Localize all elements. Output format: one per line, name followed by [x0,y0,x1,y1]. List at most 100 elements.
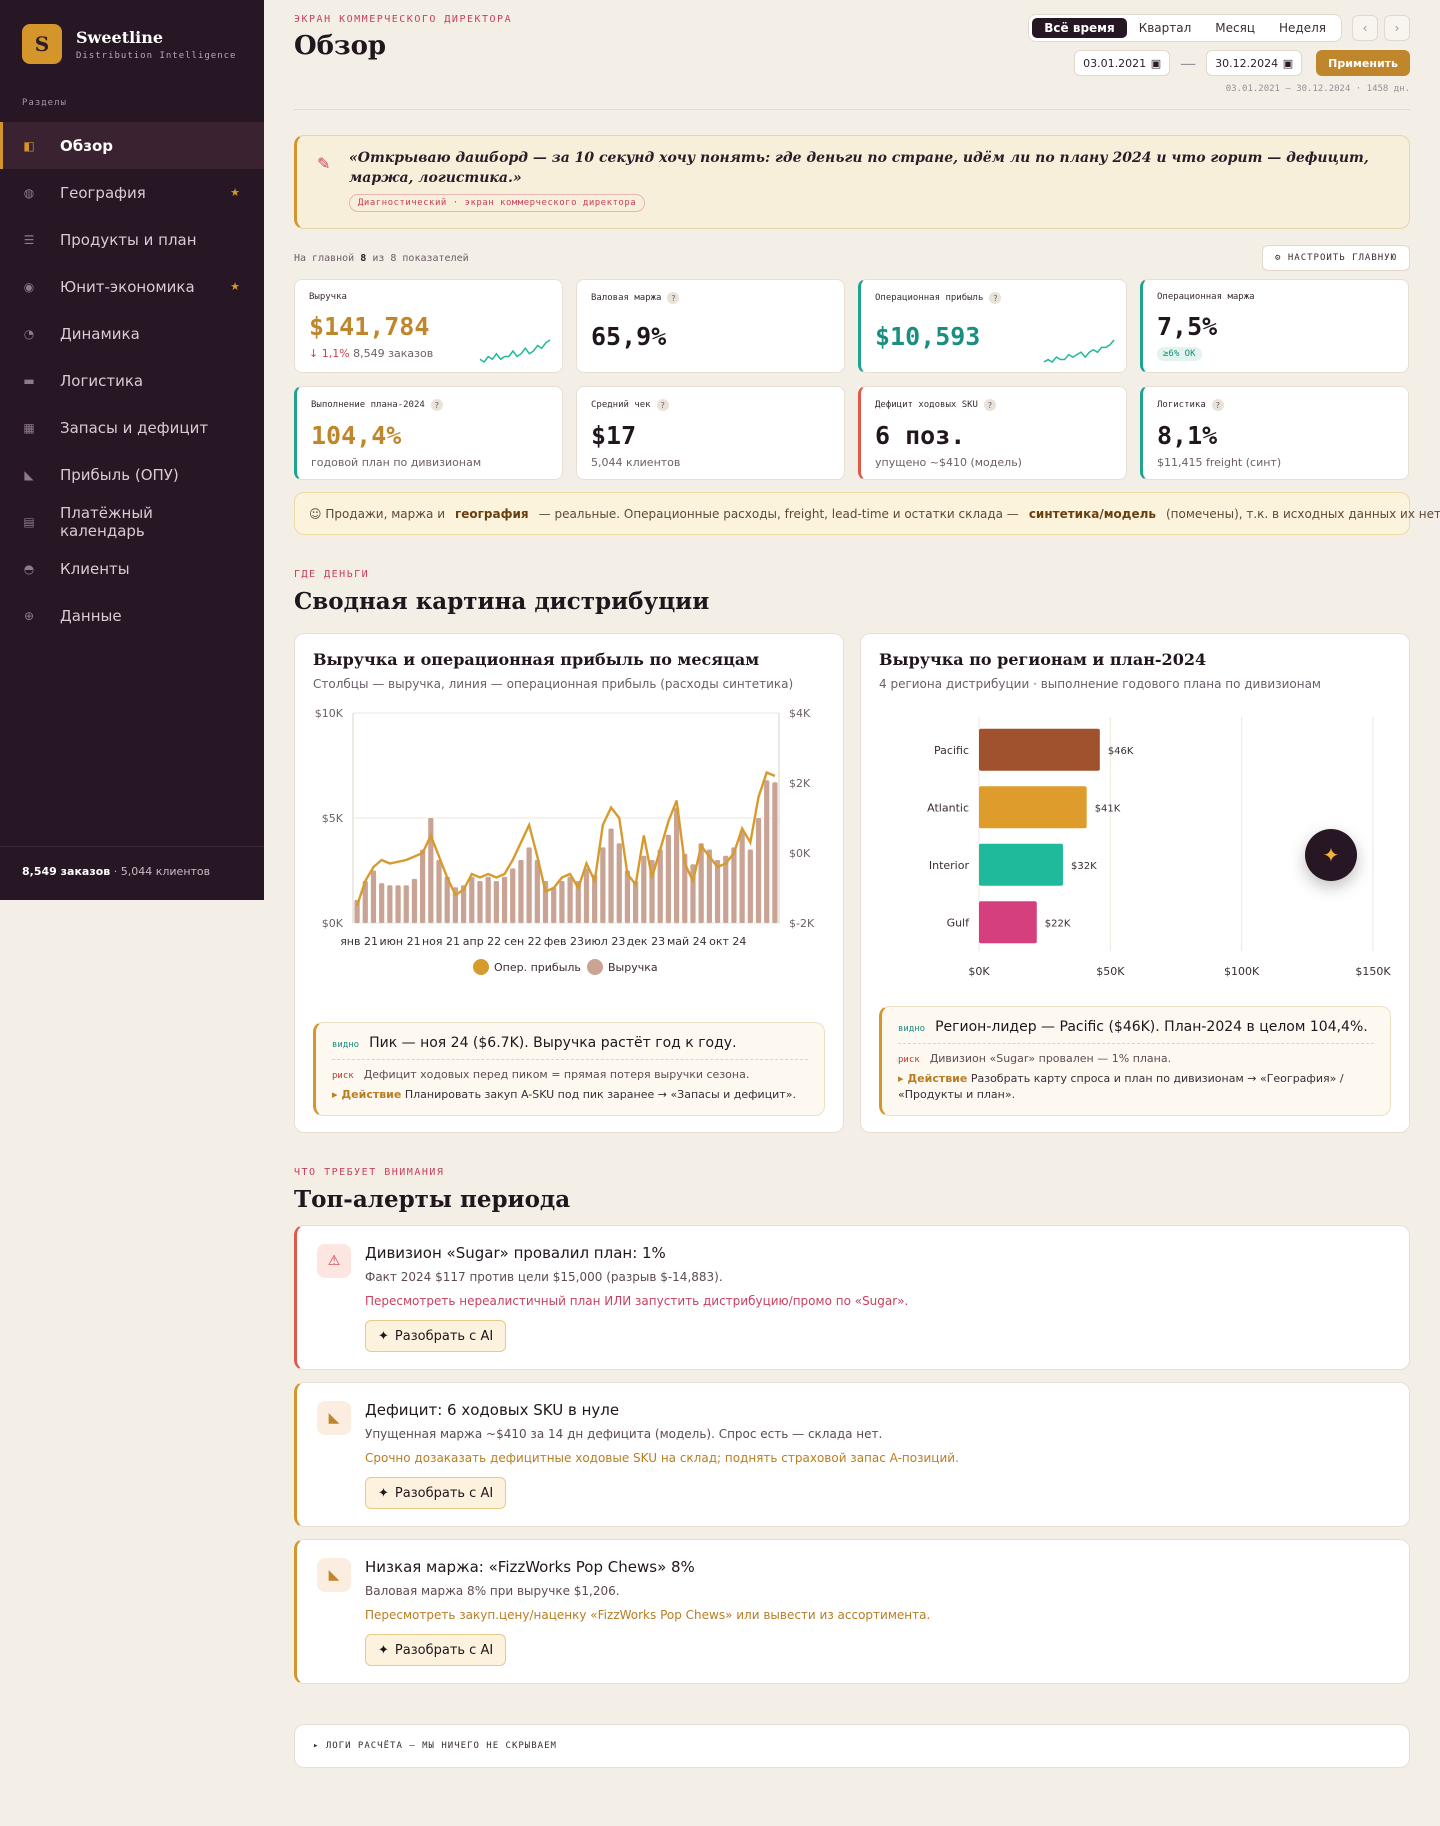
help-icon[interactable]: ? [430,399,443,411]
kpi-gross-margin[interactable]: Валовая маржа? 65,9% [576,279,845,373]
revenue-bar [567,876,573,923]
risk-tag: риск [332,1071,354,1081]
calendar-icon: ▤ [23,514,35,529]
alert-description: Валовая маржа 8% при выручке $1,206. [365,1584,620,1598]
sidebar-item-profit[interactable]: ◣ Прибыль (ОПУ) [0,451,264,498]
kpi-avg-check[interactable]: Средний чек? $17 5,044 клиентов [576,386,845,480]
region-bar [979,786,1087,829]
help-icon[interactable]: ? [989,292,1002,304]
clients-icon: ◓ [23,561,35,576]
ai-button-label: Разобрать с AI [394,1328,494,1344]
note-bold: география [455,506,529,521]
tab-all-time[interactable]: Всё время [1032,18,1127,38]
kpi-plan-completion[interactable]: Выполнение плана-2024? 104,4% годовой пл… [294,386,563,480]
kpi-sub: 5,044 клиентов [591,456,681,469]
kpi-value: 8,1% [1157,421,1218,450]
sidebar-item-data[interactable]: ⊕ Данные [0,592,264,639]
kpi-revenue[interactable]: Выручка $141,784 ↓ 1,1% 8,549 заказов [294,279,563,373]
tab-week[interactable]: Неделя [1279,21,1326,35]
kpi-delta: ↓ 1,1% [309,347,350,360]
revenue-bar [485,876,491,923]
section-eyebrow: ЧТО ТРЕБУЕТ ВНИМАНИЯ [294,1167,445,1178]
revenue-bar [755,818,762,923]
region-bar [979,843,1064,886]
kpi-count-prefix: На главной [294,252,355,264]
tab-month[interactable]: Месяц [1215,21,1256,35]
help-icon[interactable]: ? [656,399,669,411]
list-icon: ☰ [23,232,35,247]
revenue-bar [682,853,688,923]
kpi-sku-deficit[interactable]: Дефицит ходовых SKU? 6 поз. упущено ~$41… [858,386,1127,480]
help-icon[interactable]: ? [667,292,680,304]
kpi-label: Выполнение плана-2024 [311,400,425,410]
ai-analyze-button[interactable]: ✦ Разобрать с AI [365,1634,507,1666]
revenue-bar [698,843,704,923]
sidebar-item-overview[interactable]: ◧ Обзор [0,122,264,169]
legend-label: Опер. прибыль [494,961,581,974]
tab-quarter[interactable]: Квартал [1138,21,1192,35]
help-icon[interactable]: ? [1211,399,1224,411]
date-from-input[interactable]: 03.01.2021 ▣ [1074,50,1171,76]
action-label: ▸ Действие [332,1088,402,1101]
chevron-right-icon: › [1394,21,1400,35]
date-separator: — [1180,53,1197,73]
ai-assistant-button[interactable]: ✦ [1305,829,1357,881]
sidebar-item-stock[interactable]: ▦ Запасы и дефицит [0,404,264,451]
insight-tag: видно [332,1040,360,1050]
revenue-bar [420,849,426,923]
sidebar-item-geography[interactable]: ◍ География ★ [0,169,264,216]
x-tick: $100K [1224,965,1260,978]
kpi-value: 65,9% [591,322,667,351]
ai-analyze-button[interactable]: ✦ Разобрать с AI [365,1477,507,1509]
x-tick: $50K [1096,965,1125,978]
sparkle-icon: ✦ [378,1485,389,1501]
sidebar-item-calendar[interactable]: ▤ Платёжный календарь [0,498,264,545]
region-bar [979,901,1037,944]
note-part: (помечены), т.к. в исходных данных их не… [1165,506,1440,521]
note-part: ☺ Продажи, маржа и [309,506,445,521]
sidebar-item-dynamics[interactable]: ◔ Динамика [0,310,264,357]
sidebar-item-unit-economics[interactable]: ◉ Юнит-экономика ★ [0,263,264,310]
next-period-button[interactable]: › [1384,15,1410,41]
date-to-input[interactable]: 30.12.2024 ▣ [1206,50,1303,76]
revenue-bar [444,876,450,923]
customize-home-button[interactable]: ⚙ НАСТРОИТЬ ГЛАВНУЮ [1262,245,1410,271]
sidebar-item-clients[interactable]: ◓ Клиенты [0,545,264,592]
overview-icon: ◧ [23,138,35,153]
alert-action: Пересмотреть нереалистичный план ИЛИ зап… [365,1294,909,1308]
revenue-bar [452,887,459,923]
main-content: ✎ «Открываю дашборд — за 10 секунд хочу … [294,135,1440,1768]
sidebar-item-logistics[interactable]: ▬ Логистика [0,357,264,404]
kpi-sub: годовой план по дивизионам [311,456,482,469]
calculation-logs-toggle[interactable]: ▸ ЛОГИ РАСЧЁТА — МЫ НИЧЕГО НЕ СКРЫВАЕМ [294,1724,1410,1768]
alert-card: ◣ Дефицит: 6 ходовых SKU в нуле Упущенна… [294,1382,1410,1527]
ai-analyze-button[interactable]: ✦ Разобрать с AI [365,1320,507,1352]
kpi-logistics[interactable]: Логистика? 8,1% $11,415 freight (синт) [1140,386,1409,480]
region-bar [979,728,1100,771]
prev-period-button[interactable]: ‹ [1352,15,1378,41]
kpi-label: Средний чек [591,400,651,410]
kpi-operating-profit[interactable]: Операционная прибыль? $10,593 [858,279,1127,373]
sidebar-item-label: Клиенты [60,559,130,578]
x-tick: $150K [1355,965,1391,978]
kpi-value: 7,5% [1157,312,1218,341]
revenue-bar [362,881,368,923]
y-right-tick: $-2K [789,917,815,930]
sidebar-item-products[interactable]: ☰ Продукты и план [0,216,264,263]
revenue-bar [559,881,565,923]
brand-subtitle: Distribution Intelligence [76,50,237,61]
quote-tag: Диагностический · экран коммерческого ди… [349,194,646,212]
sidebar-footer: 8,549 заказов · 5,044 клиентов [0,846,264,900]
data-icon: ⊕ [23,608,35,623]
revenue-bar [526,847,532,923]
monthly-chart-card: Выручка и операционная прибыль по месяца… [294,633,844,1133]
section-eyebrow: ГДЕ ДЕНЬГИ [294,569,370,580]
apply-button[interactable]: Применить [1316,50,1410,76]
help-icon[interactable]: ? [983,399,996,411]
chart-row: Выручка и операционная прибыль по месяца… [294,633,1410,1133]
kpi-operating-margin[interactable]: Операционная маржа 7,5% ≥6% OK [1140,279,1409,373]
bar-value-label: $46K [1108,746,1134,757]
revenue-bar [551,887,557,923]
y-right-tick: $4K [789,707,811,720]
revenue-bar [624,870,631,923]
